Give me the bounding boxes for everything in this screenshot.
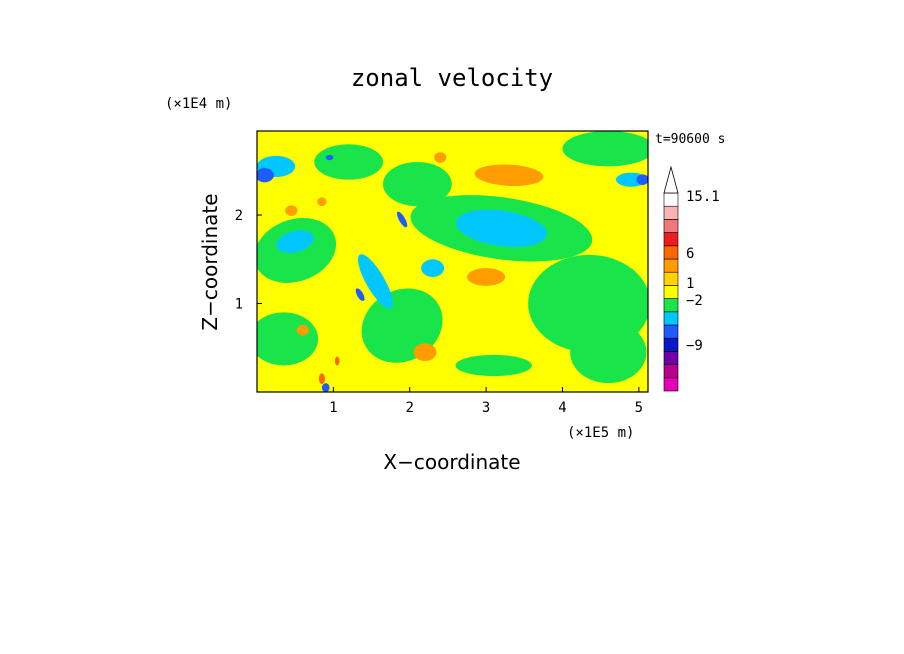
colorbar-swatch: [663, 192, 679, 207]
colorbar-swatch: [663, 219, 679, 233]
colorbar-swatch: [663, 258, 679, 273]
contour-region-orange: [285, 205, 298, 216]
contour-region-blue: [321, 383, 330, 392]
colorbar-swatch: [663, 364, 679, 379]
colorbar-tick-label: −2: [686, 293, 703, 309]
contour-region-cyan: [357, 254, 393, 309]
colorbar-swatch: [663, 351, 679, 365]
x-tick-label: 4: [558, 400, 566, 416]
contour-region-cyan: [276, 230, 314, 253]
colorbar-swatch: [663, 311, 679, 326]
contour-region-green: [455, 354, 532, 377]
contour-region-orange: [296, 324, 309, 336]
x-tick-label: 2: [406, 400, 414, 416]
y-tick-label: 1: [235, 297, 243, 313]
contour-region-blue: [257, 168, 274, 183]
contour-region-green: [257, 312, 319, 366]
contour-region-red: [318, 373, 325, 385]
colorbar-swatch: [663, 285, 679, 299]
contour-region-blue: [325, 154, 334, 161]
y-tick-label: 2: [235, 208, 243, 224]
colorbar-tick-label: 1: [686, 276, 694, 292]
contour-region-orange: [317, 197, 327, 207]
contour-region-orange: [474, 164, 544, 186]
colorbar-extend-arrow: [663, 165, 679, 194]
contour-region-orange: [467, 268, 506, 286]
y-axis: 12: [235, 208, 262, 313]
contour-region-cyan: [421, 259, 445, 277]
colorbar-swatch: [663, 205, 679, 220]
contour-region-blue: [355, 288, 365, 301]
contour-region-cyan: [455, 209, 547, 247]
contour-region-green: [314, 144, 384, 180]
colorbar-tick-label: −9: [686, 338, 703, 354]
contour-region-blue: [396, 211, 408, 228]
colorbar-swatch: [663, 324, 679, 339]
x-tick-label: 1: [329, 400, 337, 416]
colorbar-swatch: [663, 232, 679, 247]
contour-region-green: [383, 161, 452, 207]
colorbar-tick-label: 6: [686, 246, 694, 262]
colorbar-swatch: [663, 271, 679, 286]
x-tick-label: 5: [635, 400, 643, 416]
chart-title: zonal velocity: [351, 64, 553, 92]
x-tick-label: 3: [482, 400, 490, 416]
x-axis: 1 2 3 4 5: [329, 387, 643, 416]
x-axis-unit: (×1E5 m): [567, 425, 634, 441]
colorbar: −9 −21 6 15.1: [663, 165, 720, 392]
colorbar-tick-label: 15.1: [686, 189, 720, 205]
y-axis-unit: (×1E4 m): [165, 96, 232, 112]
time-label: t=90600 s: [655, 132, 725, 147]
x-axis-label: X−coordinate: [383, 450, 520, 474]
contour-region-orange: [413, 343, 437, 362]
heatmap-field: [257, 131, 648, 392]
contour-region-green: [570, 321, 647, 384]
y-axis-label: Z−coordinate: [198, 193, 222, 330]
contour-region-blue: [636, 174, 648, 185]
colorbar-swatch: [663, 298, 679, 313]
plot-frame: [256, 130, 649, 393]
contour-region-green: [562, 131, 648, 167]
colorbar-swatch: [663, 337, 679, 352]
colorbar-swatch: [663, 245, 679, 260]
contour-region-orange: [434, 152, 447, 163]
colorbar-swatch: [663, 377, 679, 392]
contour-region-red: [334, 356, 340, 366]
